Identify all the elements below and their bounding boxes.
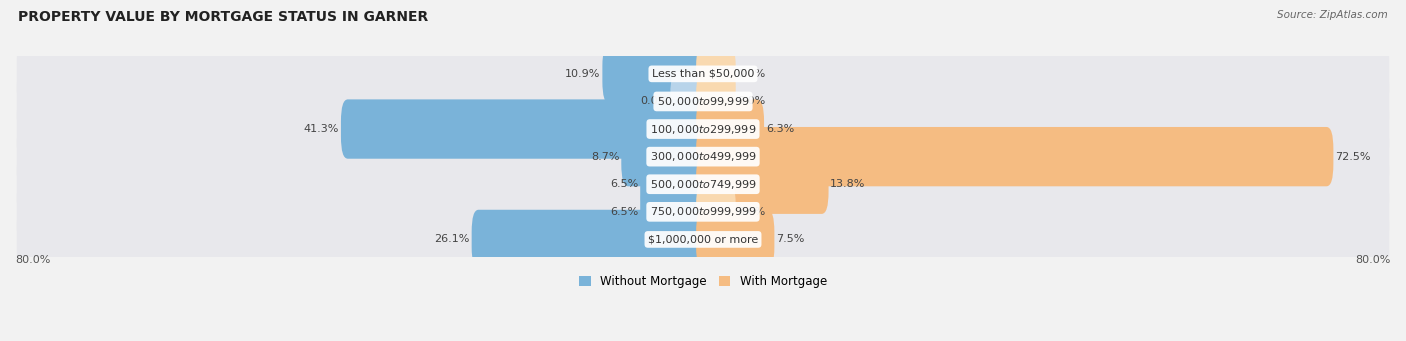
Text: 0.0%: 0.0%	[737, 97, 766, 106]
Text: $1,000,000 or more: $1,000,000 or more	[648, 234, 758, 244]
FancyBboxPatch shape	[696, 127, 1333, 186]
Text: 7.5%: 7.5%	[776, 234, 804, 244]
Text: 80.0%: 80.0%	[1355, 255, 1391, 265]
Text: 10.9%: 10.9%	[565, 69, 600, 79]
Text: 8.7%: 8.7%	[591, 152, 620, 162]
Text: Source: ZipAtlas.com: Source: ZipAtlas.com	[1277, 10, 1388, 20]
Text: 41.3%: 41.3%	[304, 124, 339, 134]
FancyBboxPatch shape	[696, 154, 828, 214]
FancyBboxPatch shape	[17, 106, 1389, 152]
Text: 72.5%: 72.5%	[1336, 152, 1371, 162]
Text: $50,000 to $99,999: $50,000 to $99,999	[657, 95, 749, 108]
FancyBboxPatch shape	[17, 189, 1389, 235]
FancyBboxPatch shape	[340, 99, 710, 159]
FancyBboxPatch shape	[696, 182, 735, 241]
Text: $500,000 to $749,999: $500,000 to $749,999	[650, 178, 756, 191]
Text: 6.5%: 6.5%	[610, 179, 638, 189]
Text: 6.3%: 6.3%	[766, 124, 794, 134]
Text: 0.0%: 0.0%	[737, 207, 766, 217]
FancyBboxPatch shape	[602, 44, 710, 104]
Text: 13.8%: 13.8%	[831, 179, 866, 189]
FancyBboxPatch shape	[696, 210, 775, 269]
FancyBboxPatch shape	[17, 79, 1389, 124]
Text: 6.5%: 6.5%	[610, 207, 638, 217]
Text: 0.0%: 0.0%	[640, 97, 669, 106]
FancyBboxPatch shape	[696, 99, 763, 159]
FancyBboxPatch shape	[17, 217, 1389, 262]
Text: $100,000 to $299,999: $100,000 to $299,999	[650, 122, 756, 135]
FancyBboxPatch shape	[471, 210, 710, 269]
FancyBboxPatch shape	[17, 51, 1389, 97]
Legend: Without Mortgage, With Mortgage: Without Mortgage, With Mortgage	[579, 275, 827, 288]
FancyBboxPatch shape	[621, 127, 710, 186]
Text: Less than $50,000: Less than $50,000	[652, 69, 754, 79]
Text: 26.1%: 26.1%	[434, 234, 470, 244]
FancyBboxPatch shape	[671, 72, 710, 131]
FancyBboxPatch shape	[640, 182, 710, 241]
FancyBboxPatch shape	[17, 134, 1389, 179]
Text: $750,000 to $999,999: $750,000 to $999,999	[650, 205, 756, 218]
Text: $300,000 to $499,999: $300,000 to $499,999	[650, 150, 756, 163]
FancyBboxPatch shape	[696, 44, 735, 104]
Text: 0.0%: 0.0%	[737, 69, 766, 79]
FancyBboxPatch shape	[640, 154, 710, 214]
Text: PROPERTY VALUE BY MORTGAGE STATUS IN GARNER: PROPERTY VALUE BY MORTGAGE STATUS IN GAR…	[18, 10, 429, 24]
FancyBboxPatch shape	[17, 162, 1389, 207]
FancyBboxPatch shape	[696, 72, 735, 131]
Text: 80.0%: 80.0%	[15, 255, 51, 265]
